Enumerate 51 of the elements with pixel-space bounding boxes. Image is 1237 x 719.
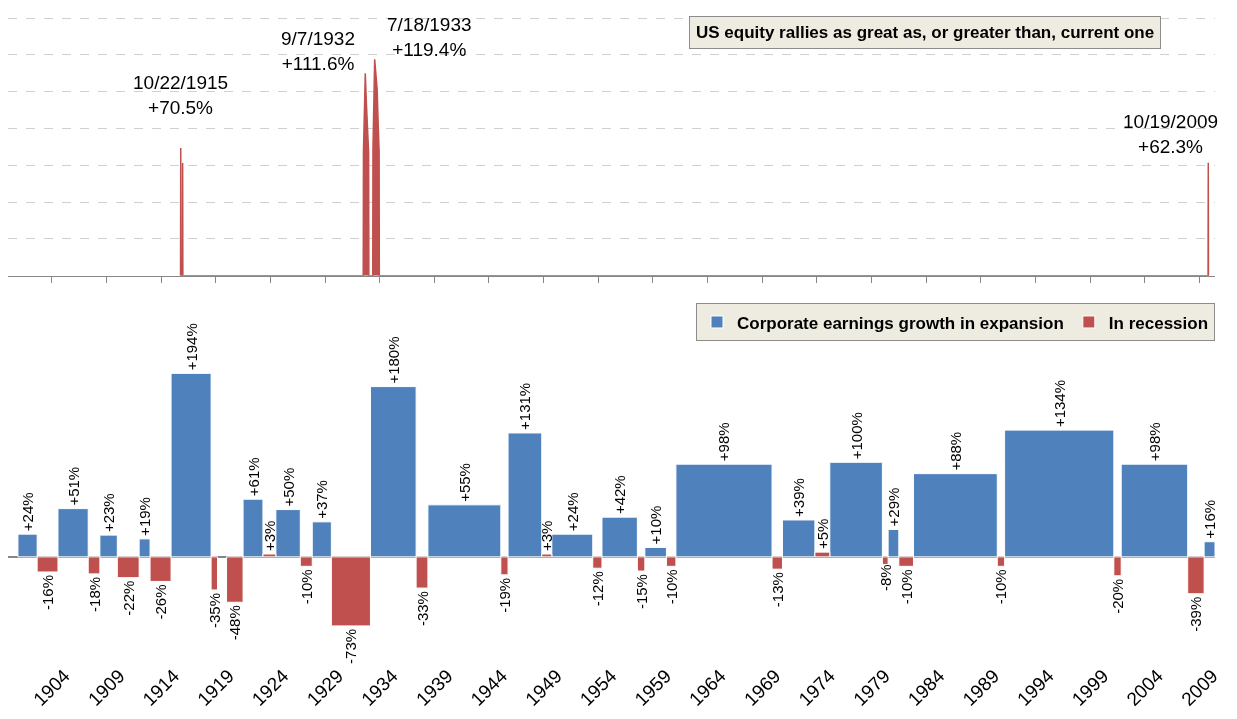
data-label: -12% — [588, 571, 606, 607]
data-label: +19% — [136, 497, 154, 536]
data-label: +50% — [279, 467, 297, 507]
data-label: -19% — [495, 577, 513, 613]
data-label: +5% — [813, 518, 831, 550]
data-label: -10% — [992, 569, 1010, 605]
annotation: 10/22/1915 +70.5% — [133, 72, 229, 118]
data-label: +24% — [19, 492, 37, 532]
data-label: +29% — [884, 487, 902, 527]
annotation: 7/18/1933 +119.4% — [387, 14, 472, 60]
data-label: +180% — [384, 336, 402, 384]
data-label: -39% — [1187, 596, 1205, 632]
data-label: +24% — [563, 492, 581, 532]
legend-label: In recession — [1108, 313, 1209, 333]
data-label: +100% — [847, 412, 865, 460]
chart-title: US equity rallies as great as, or greater than, current one — [696, 23, 1155, 42]
data-label: +51% — [64, 466, 82, 506]
data-label: +42% — [611, 475, 629, 515]
data-label: -10% — [897, 569, 915, 605]
data-label: -18% — [85, 576, 103, 612]
data-label: -48% — [226, 605, 244, 641]
data-label: +16% — [1201, 499, 1219, 539]
legend-label: Corporate earnings growth in expansion — [737, 313, 1064, 333]
data-label: +98% — [1145, 422, 1163, 462]
annotation: 10/19/2009 +62.3% — [1123, 111, 1219, 157]
data-label: -13% — [768, 572, 786, 608]
data-label: -20% — [1109, 578, 1127, 614]
data-label: +131% — [516, 382, 534, 430]
data-label: +88% — [946, 431, 964, 471]
data-label: +3% — [538, 520, 556, 552]
data-label: -10% — [297, 569, 315, 605]
data-label: +3% — [260, 520, 278, 552]
data-label: +37% — [313, 480, 331, 519]
data-label: -8% — [876, 564, 894, 592]
data-label: +39% — [790, 478, 808, 517]
data-label: -33% — [413, 591, 431, 627]
data-label: +98% — [715, 422, 733, 462]
data-label: -26% — [152, 584, 170, 620]
data-label: +134% — [1050, 379, 1068, 428]
annotation: 9/7/1932 +111.6% — [281, 28, 355, 74]
data-label: -10% — [662, 569, 680, 605]
data-label: -15% — [632, 574, 650, 610]
data-label: -22% — [119, 580, 137, 616]
data-label: +10% — [647, 505, 665, 545]
data-label: -35% — [205, 592, 223, 628]
data-label: -16% — [39, 574, 57, 611]
data-label: +23% — [100, 493, 118, 533]
data-label: +61% — [244, 457, 262, 497]
data-label: +55% — [455, 463, 473, 502]
data-label: -73% — [342, 628, 360, 664]
data-label: +194% — [182, 323, 200, 371]
